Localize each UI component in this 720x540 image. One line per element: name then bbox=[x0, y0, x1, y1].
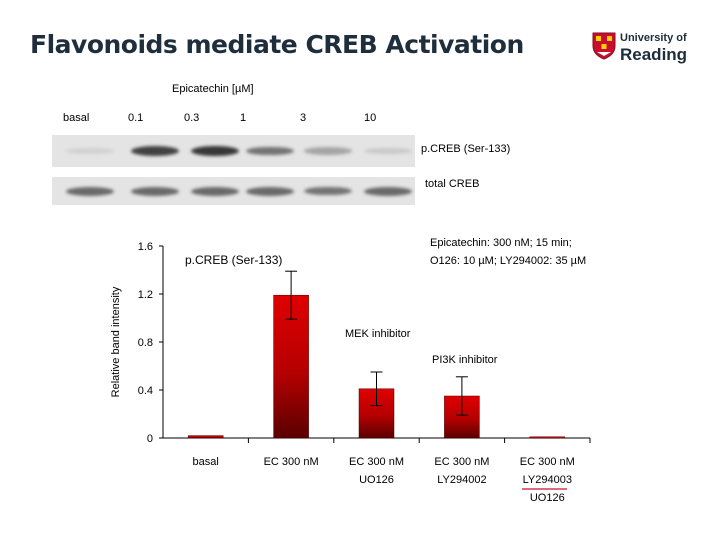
annotation-pi3k-inhibitor: PI3K inhibitor bbox=[432, 354, 498, 366]
x-tick-label: basal bbox=[193, 456, 219, 468]
annotation-mek-inhibitor: MEK inhibitor bbox=[345, 328, 411, 340]
x-tick-label: EC 300 nM bbox=[264, 456, 319, 468]
blot-band bbox=[304, 147, 352, 155]
blot-band bbox=[191, 186, 239, 196]
blot-band bbox=[246, 146, 294, 156]
blot-band bbox=[131, 186, 179, 196]
bar bbox=[187, 435, 224, 439]
x-tick-label: LY294002 bbox=[437, 474, 486, 486]
crest-icon bbox=[592, 32, 616, 60]
logo-line1: University of bbox=[620, 32, 687, 44]
x-tick-label: EC 300 nM bbox=[520, 456, 575, 468]
blot-band bbox=[191, 145, 239, 157]
blot-band bbox=[364, 147, 412, 155]
blot-lane-label: 10 bbox=[364, 112, 377, 124]
blot-lane-label: basal bbox=[63, 112, 90, 124]
blot-lane-label: 0.1 bbox=[128, 112, 144, 124]
blot-row-label-pcreb: p.CREB (Ser-133) bbox=[421, 143, 511, 155]
blot-lane-label: 3 bbox=[300, 112, 307, 124]
blot-band bbox=[246, 186, 294, 196]
x-tick-label: UO126 bbox=[359, 474, 394, 486]
x-tick-label: EC 300 nM bbox=[434, 456, 489, 468]
blot-band bbox=[131, 146, 179, 156]
annotation-conditions-line2: O126: 10 µM; LY294002: 35 µM bbox=[430, 255, 586, 267]
blot-lane-label: 1 bbox=[240, 112, 247, 124]
x-tick-label: LY294003 bbox=[523, 474, 572, 486]
x-tick-label: EC 300 nM bbox=[349, 456, 404, 468]
bar bbox=[529, 436, 566, 439]
slide-title: Flavonoids mediate CREB Activation bbox=[30, 30, 524, 59]
x-tick-label: UO126 bbox=[530, 492, 565, 504]
y-axis-label: Relative band intensity bbox=[110, 286, 122, 397]
chart-title: p.CREB (Ser-133) bbox=[185, 253, 282, 267]
y-tick-label: 1.2 bbox=[138, 289, 153, 301]
y-tick-label: 0 bbox=[147, 433, 153, 445]
western-blot-pcreb bbox=[52, 135, 415, 167]
blot-treatment-label: Epicatechin [µM] bbox=[172, 83, 254, 95]
blot-band bbox=[66, 186, 114, 196]
university-logo: University of Reading bbox=[592, 32, 692, 68]
y-tick-label: 0.4 bbox=[138, 385, 153, 397]
annotation-conditions-line1: Epicatechin: 300 nM; 15 min; bbox=[430, 237, 572, 249]
blot-band bbox=[364, 186, 412, 196]
blot-band bbox=[66, 147, 114, 155]
y-tick-label: 1.6 bbox=[138, 241, 153, 253]
blot-band bbox=[304, 186, 352, 196]
blot-row-label-total-creb: total CREB bbox=[425, 178, 480, 190]
y-tick-label: 0.8 bbox=[138, 337, 153, 349]
western-blot-total-creb bbox=[52, 177, 415, 205]
blot-lane-label: 0.3 bbox=[184, 112, 200, 124]
logo-line2: Reading bbox=[620, 45, 688, 64]
